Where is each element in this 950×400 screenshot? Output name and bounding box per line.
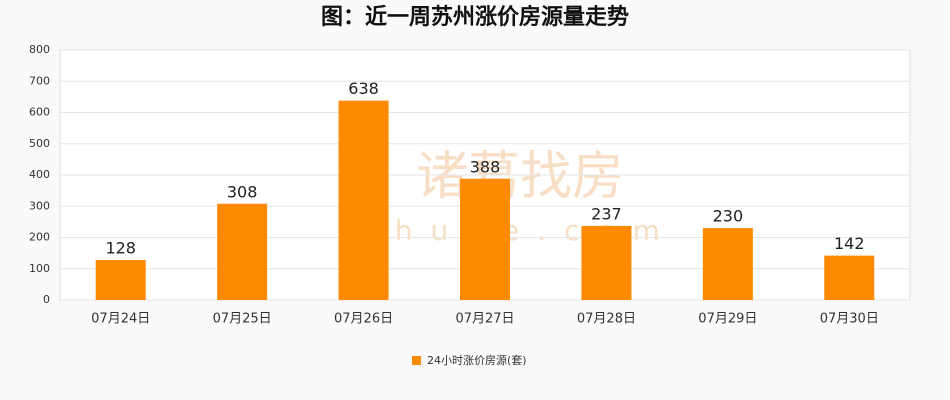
y-tick-label: 500 <box>29 137 50 150</box>
bar <box>702 228 753 300</box>
bar <box>460 178 510 300</box>
legend-label: 24小时涨价房源(套) <box>427 353 527 367</box>
y-tick-label: 300 <box>29 199 50 212</box>
x-tick-label: 07月27日 <box>455 312 514 327</box>
bar <box>581 225 632 300</box>
x-tick-label: 07月26日 <box>334 312 393 327</box>
x-tick-label: 07月29日 <box>698 312 757 327</box>
y-tick-label: 600 <box>29 106 50 119</box>
y-tick-label: 700 <box>29 74 50 87</box>
bar <box>95 260 146 300</box>
y-tick-label: 100 <box>29 262 50 275</box>
value-label: 142 <box>834 234 865 253</box>
value-label: 237 <box>591 204 622 223</box>
y-tick-label: 0 <box>43 293 50 306</box>
x-tick-label: 07月28日 <box>577 312 636 327</box>
watermark: 诸葛找房 <box>416 147 624 207</box>
bar <box>338 100 389 300</box>
x-tick-label: 07月24日 <box>91 312 150 327</box>
value-label: 308 <box>227 182 258 201</box>
chart-title: 图：近一周苏州涨价房源量走势 <box>321 4 629 30</box>
value-label: 230 <box>713 207 744 226</box>
value-label: 388 <box>470 157 501 176</box>
bar <box>824 255 875 300</box>
value-label: 128 <box>105 239 136 258</box>
y-tick-label: 200 <box>29 231 50 244</box>
y-tick-label: 400 <box>29 168 50 181</box>
value-label: 638 <box>348 79 379 98</box>
bar <box>217 203 268 300</box>
x-tick-label: 07月25日 <box>213 312 272 327</box>
y-tick-label: 800 <box>29 43 50 56</box>
x-tick-label: 07月30日 <box>820 312 879 327</box>
legend-swatch <box>412 356 421 365</box>
